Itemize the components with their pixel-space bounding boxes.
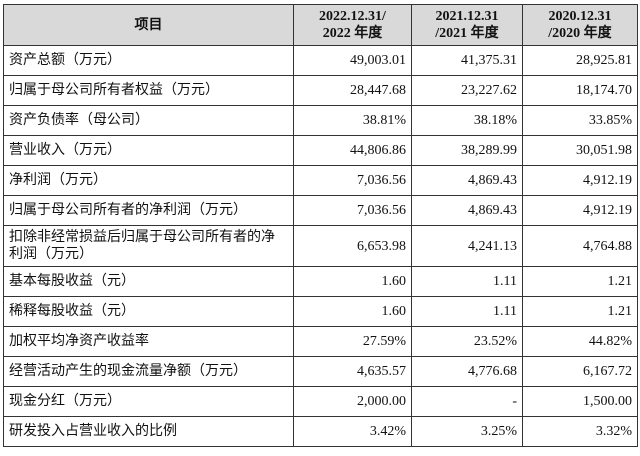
cell-2020: 44.82% <box>522 326 638 357</box>
header-2022: 2022.12.31/2022 年度 <box>293 4 412 46</box>
table-row: 资产负债率（母公司） 38.81% 38.18% 33.85% <box>3 105 638 136</box>
table-row: 归属于母公司所有者的净利润（万元） 7,036.56 4,869.43 4,91… <box>3 195 638 226</box>
table-row: 营业收入（万元） 44,806.86 38,289.99 30,051.98 <box>3 135 638 166</box>
header-2022-line1: 2022.12.31/ <box>319 9 386 24</box>
cell-2021: 4,776.68 <box>411 356 523 387</box>
header-2022-line2: 2022 年度 <box>322 26 383 41</box>
row-label: 归属于母公司所有者的净利润（万元） <box>3 195 294 226</box>
header-2021-line1: 2021.12.31 <box>435 9 499 24</box>
table-row: 归属于母公司所有者权益（万元） 28,447.68 23,227.62 18,1… <box>3 75 638 106</box>
cell-2021: 3.25% <box>411 416 523 447</box>
header-row: 项目 2022.12.31/2022 年度 2021.12.31/2021 年度… <box>3 4 638 46</box>
cell-2022: 6,653.98 <box>293 225 412 267</box>
cell-2022: 2,000.00 <box>293 386 412 417</box>
header-2020: 2020.12.31/2020 年度 <box>522 4 638 46</box>
cell-2020: 6,167.72 <box>522 356 638 387</box>
row-label: 资产负债率（母公司） <box>3 105 294 136</box>
row-label: 现金分红（万元） <box>3 386 294 417</box>
cell-2020: 4,912.19 <box>522 195 638 226</box>
cell-2020: 4,764.88 <box>522 225 638 267</box>
cell-2022: 44,806.86 <box>293 135 412 166</box>
cell-2021: 4,869.43 <box>411 195 523 226</box>
row-label: 净利润（万元） <box>3 165 294 196</box>
row-label: 研发投入占营业收入的比例 <box>3 416 294 447</box>
row-label: 归属于母公司所有者权益（万元） <box>3 75 294 106</box>
cell-2022: 7,036.56 <box>293 165 412 196</box>
row-label: 扣除非经常损益后归属于母公司所有者的净利润（万元） <box>3 225 294 267</box>
cell-2021: 41,375.31 <box>411 45 523 76</box>
cell-2020: 1.21 <box>522 266 638 297</box>
cell-2021: 23.52% <box>411 326 523 357</box>
cell-2020: 1,500.00 <box>522 386 638 417</box>
row-label: 营业收入（万元） <box>3 135 294 166</box>
row-label: 稀释每股收益（元） <box>3 296 294 327</box>
cell-2021: 4,241.13 <box>411 225 523 267</box>
table-row: 资产总额（万元） 49,003.01 41,375.31 28,925.81 <box>3 45 638 76</box>
row-label: 加权平均净资产收益率 <box>3 326 294 357</box>
cell-2021: 23,227.62 <box>411 75 523 106</box>
cell-2022: 38.81% <box>293 105 412 136</box>
row-label: 资产总额（万元） <box>3 45 294 76</box>
cell-2022: 28,447.68 <box>293 75 412 106</box>
header-2021: 2021.12.31/2021 年度 <box>411 4 523 46</box>
table-body: 资产总额（万元） 49,003.01 41,375.31 28,925.81 归… <box>3 45 638 447</box>
table-row: 净利润（万元） 7,036.56 4,869.43 4,912.19 <box>3 165 638 196</box>
header-2020-line2: /2020 年度 <box>548 26 612 41</box>
cell-2022: 1.60 <box>293 266 412 297</box>
cell-2022: 7,036.56 <box>293 195 412 226</box>
financial-data-table: 项目 2022.12.31/2022 年度 2021.12.31/2021 年度… <box>3 4 638 447</box>
cell-2020: 30,051.98 <box>522 135 638 166</box>
table-row: 基本每股收益（元） 1.60 1.11 1.21 <box>3 266 638 297</box>
header-item: 项目 <box>3 4 294 46</box>
header-item-label: 项目 <box>134 17 163 33</box>
cell-2022: 27.59% <box>293 326 412 357</box>
cell-2020: 3.32% <box>522 416 638 447</box>
cell-2021: 1.11 <box>411 296 523 327</box>
table-row: 稀释每股收益（元） 1.60 1.11 1.21 <box>3 296 638 327</box>
cell-2020: 1.21 <box>522 296 638 327</box>
cell-2020: 4,912.19 <box>522 165 638 196</box>
cell-2022: 1.60 <box>293 296 412 327</box>
table-row: 经营活动产生的现金流量净额（万元） 4,635.57 4,776.68 6,16… <box>3 356 638 387</box>
cell-2020: 28,925.81 <box>522 45 638 76</box>
cell-2022: 49,003.01 <box>293 45 412 76</box>
cell-2021: 38.18% <box>411 105 523 136</box>
cell-2020: 18,174.70 <box>522 75 638 106</box>
cell-2021: 4,869.43 <box>411 165 523 196</box>
cell-2021: 38,289.99 <box>411 135 523 166</box>
cell-2021: 1.11 <box>411 266 523 297</box>
header-2020-line1: 2020.12.31 <box>548 9 612 24</box>
table-row: 现金分红（万元） 2,000.00 - 1,500.00 <box>3 386 638 417</box>
table-row: 加权平均净资产收益率 27.59% 23.52% 44.82% <box>3 326 638 357</box>
table-row: 扣除非经常损益后归属于母公司所有者的净利润（万元） 6,653.98 4,241… <box>3 225 638 267</box>
cell-2022: 4,635.57 <box>293 356 412 387</box>
header-2021-line2: /2021 年度 <box>435 26 499 41</box>
table-row: 研发投入占营业收入的比例 3.42% 3.25% 3.32% <box>3 416 638 447</box>
row-label: 基本每股收益（元） <box>3 266 294 297</box>
cell-2020: 33.85% <box>522 105 638 136</box>
cell-2021: - <box>411 386 523 417</box>
table-header: 项目 2022.12.31/2022 年度 2021.12.31/2021 年度… <box>3 4 638 46</box>
cell-2022: 3.42% <box>293 416 412 447</box>
row-label: 经营活动产生的现金流量净额（万元） <box>3 356 294 387</box>
